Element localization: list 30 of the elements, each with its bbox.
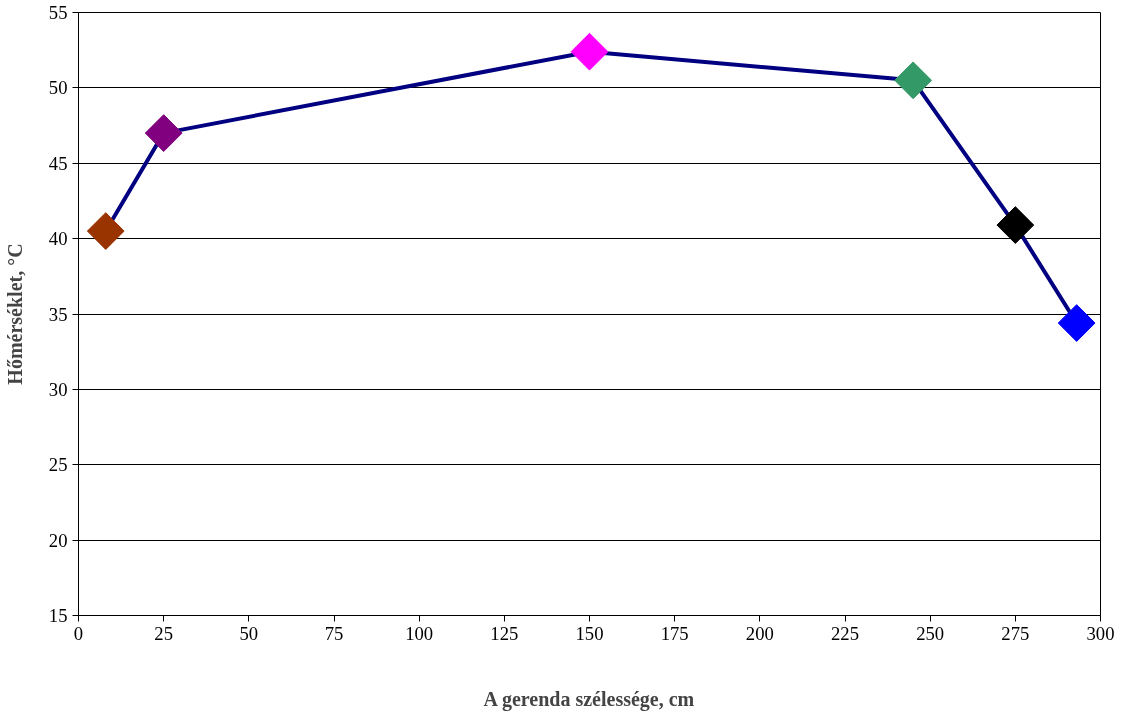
- y-tick-label: 40: [48, 228, 68, 250]
- y-tick-label: 55: [48, 2, 68, 23]
- x-tick-label: 25: [154, 622, 173, 644]
- x-tick-label: 250: [916, 622, 945, 644]
- x-tick-label: 225: [831, 622, 859, 644]
- y-tick-label: 25: [48, 454, 68, 476]
- point: [570, 32, 609, 71]
- y-axis-title: Hőmérséklet, °C: [3, 243, 26, 385]
- x-axis-title: A gerenda szélessége, cm: [483, 687, 695, 711]
- x-tick-label: 75: [324, 622, 344, 644]
- y-tick-label: 50: [48, 77, 68, 99]
- x-tick-label: 150: [575, 622, 604, 644]
- y-tick-label: 35: [48, 303, 68, 325]
- y-tick-label: 15: [48, 605, 68, 626]
- point: [894, 61, 933, 100]
- x-tick-label: 175: [660, 622, 689, 644]
- x-tick-label: 200: [745, 622, 774, 644]
- x-tick-label: 125: [490, 622, 519, 644]
- x-tick-label: 275: [1001, 622, 1030, 644]
- y-tick-label: 30: [48, 378, 68, 400]
- y-tick-label: 20: [48, 529, 68, 551]
- x-tick-label: 300: [1086, 622, 1115, 644]
- x-tick-label: 0: [73, 622, 84, 644]
- point: [996, 206, 1035, 244]
- point: [144, 114, 183, 152]
- x-tick-label: 100: [405, 622, 434, 644]
- point: [86, 212, 125, 250]
- y-tick-label: 45: [48, 152, 68, 174]
- x-tick-label: 50: [239, 622, 259, 644]
- point: [1057, 304, 1096, 342]
